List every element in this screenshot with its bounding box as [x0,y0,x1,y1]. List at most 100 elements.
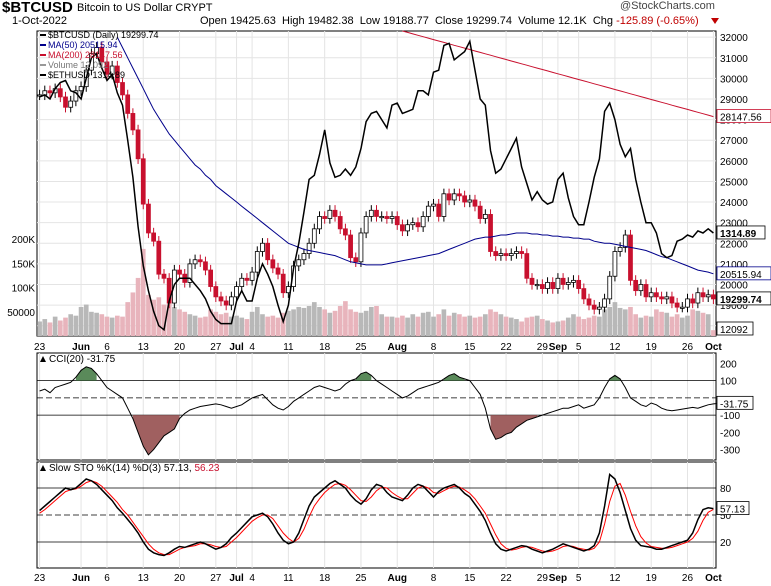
volume-bar [643,315,649,336]
volume-label: Volume [518,15,555,27]
volume-bar [109,317,115,336]
price-candle [654,292,659,298]
price-candle [120,82,125,96]
price-candle [410,222,416,226]
ohlc-summary: Open 19425.63 High 19482.38 Low 19188.77… [200,15,699,27]
sto-tick-label: 20 [720,538,732,549]
price-candle [612,251,618,277]
price-candle [208,269,214,287]
x-axis-label: 26 [682,342,694,353]
volume-bar [317,306,322,336]
sto-title: Slow STO %K(14) %D(3) 57.13, 56.23 [49,463,220,474]
volume-bar [638,317,644,336]
price-candle [643,284,649,298]
price-candle [405,224,410,232]
price-candle [311,228,317,244]
x-axis-label-bottom: 29 [537,573,549,584]
price-candle [508,253,514,257]
price-candle [597,306,602,310]
price-candle [327,209,333,219]
price-candle [244,277,250,281]
price-candle [197,259,203,263]
price-candle [47,90,53,94]
volume-bar [229,316,234,336]
x-axis-label-bottom: 25 [355,573,367,584]
price-candle [125,94,131,114]
volume-bar [182,311,188,336]
cci-tick-label: -100 [720,411,740,422]
price-candle [114,65,120,83]
volume-bar [597,316,602,336]
price-tick-label: 31000 [720,54,748,65]
price-candle [482,214,488,219]
volume-bar [415,316,421,336]
volume-bar [612,302,618,336]
price-candle [218,296,224,302]
x-axis-label-bottom: 19 [646,573,658,584]
volume-bar [125,302,131,336]
price-candle [400,224,405,232]
price-candle [607,275,613,300]
volume-bar [280,312,286,336]
volume-bar [379,314,385,336]
volume-bar [374,305,379,336]
sto-d-line [39,480,714,556]
sto-title-prefix: Slow STO %K(14) %D(3) [49,463,164,474]
volume-bar [104,316,110,336]
price-candle [337,216,343,230]
symbol-title: $BTCUSD [2,0,73,16]
price-candle [78,86,84,92]
legend-swatch [40,74,46,76]
price-candle [146,203,151,234]
value-tag-box [716,291,771,306]
volume-bar [436,314,442,336]
price-candle [648,292,654,298]
open-label: Open [200,15,227,27]
volume-bar [177,309,182,336]
x-axis-label: 18 [319,342,331,353]
price-candle [498,253,504,257]
price-candle [472,199,478,207]
price-candle [685,298,690,308]
price-candle [679,306,685,309]
sto-k-value: 57.13, [164,463,195,474]
legend-label: Volume 12,092 [48,60,108,70]
x-axis-label: 22 [501,342,513,353]
volume-bar [457,314,462,336]
price-candle [415,222,421,228]
value-tag-box [716,225,766,240]
volume-bar [99,314,105,336]
volume-bar [700,312,706,336]
x-axis-label: Jul [229,342,244,353]
price-candle [223,300,229,306]
volume-bar [353,311,359,336]
volume-bar [695,310,701,336]
volume-bar [581,319,587,336]
volume-bar [534,315,540,336]
volume-bar [37,321,42,336]
value-tag-label: 20515.94 [720,270,762,281]
volume-bar [197,317,203,336]
price-candle [156,240,162,275]
volume-bar [669,316,675,336]
volume-bar [622,309,628,336]
volume-bar [172,306,177,336]
price-candle [431,203,436,207]
price-candle [565,282,571,285]
price-candle [140,158,146,205]
volume-bar [161,304,167,336]
price-candle [363,216,369,234]
price-candle [254,251,260,273]
x-axis-label: 6 [104,342,110,353]
price-candle [213,286,219,298]
volume-bar [488,309,493,336]
price-candle [306,242,312,254]
volume-bar [89,311,94,336]
symbol-description: Bitcoin to US Dollar CRYPT [77,2,213,14]
volume-bar [545,320,550,336]
cci-value-tag-box [716,395,754,410]
price-candle [68,100,74,108]
price-candle [571,279,576,283]
stockcharts-watermark: @StockCharts.com [620,0,715,12]
volume-bar [68,314,74,336]
